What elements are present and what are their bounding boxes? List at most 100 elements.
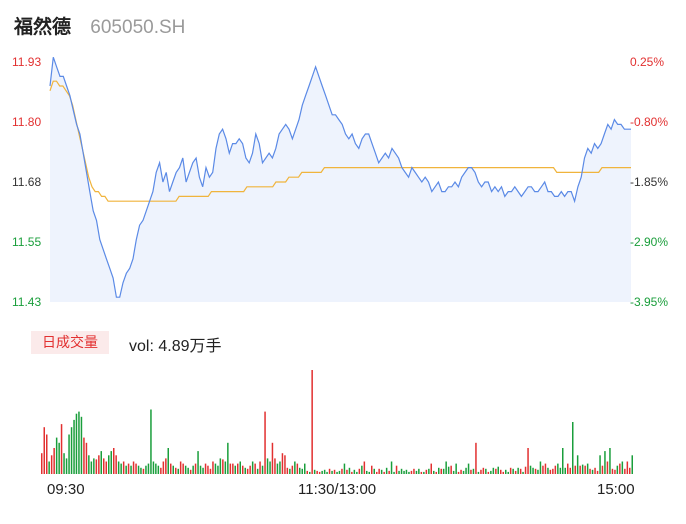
volume-bar bbox=[264, 411, 266, 474]
y-left-tick-label: 11.43 bbox=[12, 295, 41, 309]
volume-bar bbox=[604, 451, 606, 474]
volume-bar bbox=[346, 469, 348, 474]
volume-bar bbox=[606, 461, 609, 474]
volume-bar bbox=[519, 468, 522, 474]
volume-bar bbox=[447, 466, 450, 474]
volume-bar bbox=[172, 465, 174, 474]
volume-bar bbox=[505, 469, 507, 474]
volume-bar bbox=[214, 463, 217, 474]
volume-bar bbox=[150, 409, 152, 474]
volume-bar bbox=[58, 442, 60, 474]
volume-bar bbox=[529, 465, 532, 474]
volume-bar bbox=[192, 465, 194, 474]
volume-bar bbox=[472, 468, 475, 474]
volume-bar bbox=[356, 471, 358, 474]
volume-bar bbox=[373, 468, 375, 474]
volume-bar bbox=[318, 471, 321, 474]
volume-bar bbox=[244, 467, 246, 474]
volume-bar bbox=[343, 463, 346, 474]
volume-bar bbox=[207, 465, 209, 474]
volume-bar bbox=[117, 461, 120, 474]
volume-bar bbox=[564, 467, 566, 474]
volume-bar bbox=[212, 461, 214, 474]
volume-bar bbox=[88, 455, 90, 474]
volume-bar bbox=[127, 463, 130, 474]
volume-bar bbox=[420, 471, 423, 474]
volume-bar bbox=[274, 458, 276, 474]
volume-bar bbox=[155, 463, 157, 474]
volume-bar bbox=[614, 469, 616, 474]
volume-bar bbox=[294, 461, 296, 474]
volume-bar bbox=[301, 468, 303, 474]
volume-bar bbox=[41, 453, 43, 474]
volume-bar bbox=[140, 467, 142, 474]
volume-bar bbox=[629, 467, 631, 474]
volume-bar bbox=[567, 463, 569, 474]
volume-bar bbox=[482, 467, 485, 474]
volume-bar bbox=[232, 463, 234, 474]
y-left-tick-label: 11.55 bbox=[12, 235, 41, 249]
volume-bar bbox=[269, 461, 271, 474]
volume-bar bbox=[470, 469, 472, 474]
volume-bar bbox=[261, 465, 264, 474]
volume-bar bbox=[73, 419, 75, 474]
volume-bar bbox=[403, 470, 405, 474]
y-right-tick-label: -2.90% bbox=[630, 235, 668, 249]
volume-bar bbox=[110, 451, 112, 474]
volume-bar bbox=[433, 470, 435, 474]
average-price-line bbox=[49, 80, 631, 202]
volume-bar bbox=[182, 463, 184, 474]
volume-bar bbox=[130, 465, 132, 474]
volume-bar bbox=[50, 455, 53, 474]
volume-bar bbox=[167, 448, 169, 474]
volume-bar bbox=[624, 468, 626, 474]
volume-bar bbox=[527, 448, 529, 474]
volume-bar bbox=[333, 469, 336, 474]
volume-bar bbox=[390, 461, 393, 474]
volume-bar bbox=[591, 469, 594, 474]
volume-bar bbox=[572, 422, 574, 474]
volume-bar bbox=[65, 458, 68, 474]
price-line bbox=[49, 57, 631, 298]
volume-bar bbox=[423, 471, 425, 474]
volume-bar bbox=[418, 468, 420, 474]
volume-readout: vol: 4.89万手 bbox=[129, 338, 222, 355]
volume-bar bbox=[147, 463, 150, 474]
volume-bar bbox=[547, 467, 549, 474]
volume-bar bbox=[534, 468, 537, 474]
volume-bar bbox=[509, 467, 512, 474]
volume-bar bbox=[507, 471, 509, 474]
volume-bar bbox=[105, 461, 107, 474]
volume-bar bbox=[380, 469, 383, 474]
volume-bar bbox=[524, 466, 527, 474]
volume-bar bbox=[363, 461, 366, 474]
volume-bar bbox=[430, 463, 432, 474]
volume-bar bbox=[559, 467, 562, 474]
volume-bar bbox=[544, 463, 547, 474]
volume-bar bbox=[321, 470, 323, 474]
volume-bar bbox=[83, 437, 85, 474]
volume-bar bbox=[202, 467, 204, 474]
y-right-tick-label: -3.95% bbox=[630, 295, 668, 309]
daily-volume-tab[interactable]: 日成交量 bbox=[31, 331, 109, 354]
volume-bar bbox=[428, 468, 430, 474]
volume-bar bbox=[113, 448, 115, 474]
y-left-tick-label: 11.68 bbox=[12, 175, 41, 189]
volume-bar bbox=[323, 469, 326, 474]
volume-bar bbox=[46, 434, 48, 474]
volume-bar bbox=[251, 461, 254, 474]
volume-bar bbox=[569, 467, 571, 474]
volume-bar bbox=[358, 468, 361, 474]
volume-bar bbox=[599, 455, 601, 474]
volume-bar bbox=[306, 470, 308, 474]
volume-bar bbox=[276, 463, 279, 474]
volume-bar bbox=[594, 467, 596, 474]
y-right-tick-label: -1.85% bbox=[630, 175, 668, 189]
volume-bar bbox=[75, 413, 78, 474]
volume-bar bbox=[234, 465, 236, 474]
volume-bar bbox=[495, 468, 497, 474]
volume-bar bbox=[549, 469, 552, 474]
volume-bar bbox=[452, 470, 455, 474]
volume-bar bbox=[336, 471, 338, 474]
volume-bar bbox=[462, 470, 465, 474]
